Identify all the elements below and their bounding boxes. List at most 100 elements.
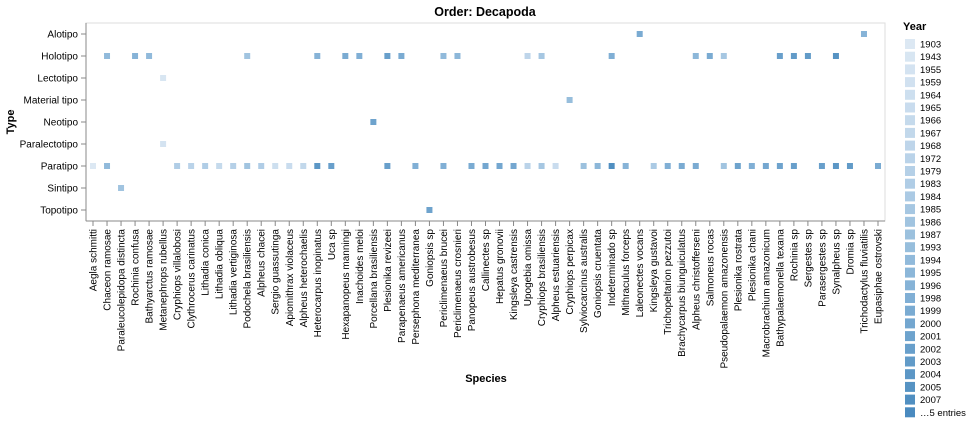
heatmap-cell (174, 163, 181, 169)
legend-label: 2002 (920, 344, 941, 355)
x-tick-label: Salmoneus rocas (705, 229, 716, 306)
heatmap-cell (692, 53, 699, 59)
heatmap-cell (552, 163, 559, 169)
x-tick-label: Pseudopalaemon amazonensis (719, 229, 730, 369)
x-tick-label: Upogebia omissa (523, 229, 534, 307)
legend-swatch (905, 166, 915, 176)
heatmap-cell (272, 163, 279, 169)
legend-label: 1966 (920, 116, 941, 127)
heatmap-cell (342, 53, 349, 59)
x-tick-label: Heterocarpus inopinatus (313, 229, 324, 337)
x-tick-label: Brachycarpus biunguiculatus (677, 229, 688, 357)
heatmap-cell (776, 53, 783, 59)
heatmap-cell (482, 163, 489, 169)
plot-frame (85, 22, 886, 222)
heatmap-cell (496, 163, 503, 169)
legend-swatch (905, 293, 915, 303)
legend-title: Year (903, 21, 927, 33)
heatmap-cell (90, 163, 97, 169)
x-tick-label: Plesionika chani (747, 229, 758, 301)
legend-swatch (905, 204, 915, 215)
legend-swatch (905, 102, 915, 113)
y-tick-label: Paratipo (41, 162, 79, 173)
heatmap-cell (636, 31, 643, 37)
heatmap-cell (510, 163, 517, 169)
x-tick-label: Parapenaeus americanus (397, 229, 408, 343)
x-tick-label: Eupasiphae ostrovski (873, 229, 884, 324)
legend-label: 1903 (920, 40, 941, 51)
x-tick-label: Plesionika revizeei (383, 229, 394, 312)
x-tick-label: Hepatus gronovii (495, 229, 506, 304)
heatmap-cell (440, 53, 447, 59)
heatmap-cell (244, 163, 251, 169)
heatmap-cell (706, 53, 713, 59)
x-tick-label: Cryphiops perpicax (565, 229, 576, 315)
heatmap-cell (118, 185, 125, 191)
heatmap-cell (160, 141, 167, 147)
heatmap-cell (720, 163, 727, 169)
x-tick-label: Lithadia conica (201, 229, 212, 296)
legend-swatch (905, 407, 915, 418)
heatmap-cell (258, 163, 265, 169)
heatmap-cell (188, 163, 195, 169)
x-tick-label: Cryphiops brasiliensis (537, 229, 548, 326)
heatmap-cell (356, 53, 363, 59)
heatmap-cell (720, 53, 727, 59)
x-tick-label: Panopeus austrobesus (467, 229, 478, 331)
heatmap-cell (160, 75, 167, 81)
y-tick-label: Sintipo (47, 184, 78, 195)
heatmap-cell (286, 163, 293, 169)
heatmap-cell (832, 163, 839, 169)
heatmap-cell (104, 163, 111, 169)
legend-label: 1964 (920, 90, 941, 101)
x-tick-label: Persephona mediterranea (411, 229, 422, 345)
heatmap-cell (538, 53, 545, 59)
legend-swatch (905, 77, 915, 88)
y-tick-label: Alotipo (47, 30, 78, 41)
heatmap-cell (678, 163, 685, 169)
x-tick-label: Sergio guassutinga (271, 229, 282, 315)
legend-label: 1995 (920, 268, 941, 279)
heatmap-cell (790, 53, 797, 59)
legend-label: 1959 (920, 78, 941, 89)
legend-label: 2005 (920, 382, 941, 393)
legend-label: 1999 (920, 306, 941, 317)
x-tick-label: Goniopsis cruentata (593, 229, 604, 318)
x-tick-label: Alpheus heterochaelis (299, 229, 310, 327)
heatmap-cell (300, 163, 307, 169)
x-tick-label: Lithadia obliqua (215, 229, 226, 299)
x-tick-label: Inachoides meloi (355, 229, 366, 304)
legend-swatch (905, 229, 915, 240)
x-tick-label: Sergestes sp (803, 229, 814, 288)
legend-label: 1996 (920, 281, 941, 292)
legend-swatch (905, 369, 915, 380)
heatmap-cell (440, 163, 447, 169)
legend-swatch (905, 140, 915, 151)
plot-area: Alotipo Holotipo Lectotipo Material tipo Neo… (20, 22, 886, 369)
legend-swatch (905, 331, 915, 342)
heatmap-cell (832, 53, 839, 59)
heatmap-cell (874, 163, 881, 169)
x-tick-label: Paraleucolepidopa distincta (117, 229, 128, 352)
x-tick-label: Kingsleya castrensis (509, 229, 520, 320)
legend-label: 1985 (920, 205, 941, 216)
legend-label: 2004 (920, 370, 941, 381)
chart-title: Order: Decapoda (434, 5, 536, 19)
x-tick-label: Alpheus estuariensis (551, 229, 562, 321)
x-tick-label: Rochinia sp (789, 229, 800, 282)
x-tick-label: Plesionika rostrata (733, 229, 744, 312)
x-tick-label: Sylviocarcinus australis (579, 229, 590, 333)
heatmap-cell (314, 163, 321, 169)
heatmap-cell (454, 53, 461, 59)
legend-label: …5 entries (920, 408, 966, 419)
heatmap-cell (790, 163, 797, 169)
y-tick-label: Topotipo (40, 206, 78, 217)
legend-label: 1965 (920, 103, 941, 114)
x-tick-label: Bathyarctus ramosae (145, 229, 156, 324)
y-axis-title: Type (5, 110, 17, 135)
legend-label: 2001 (920, 332, 941, 343)
legend-swatch (905, 381, 915, 392)
heatmap-cell (384, 53, 391, 59)
